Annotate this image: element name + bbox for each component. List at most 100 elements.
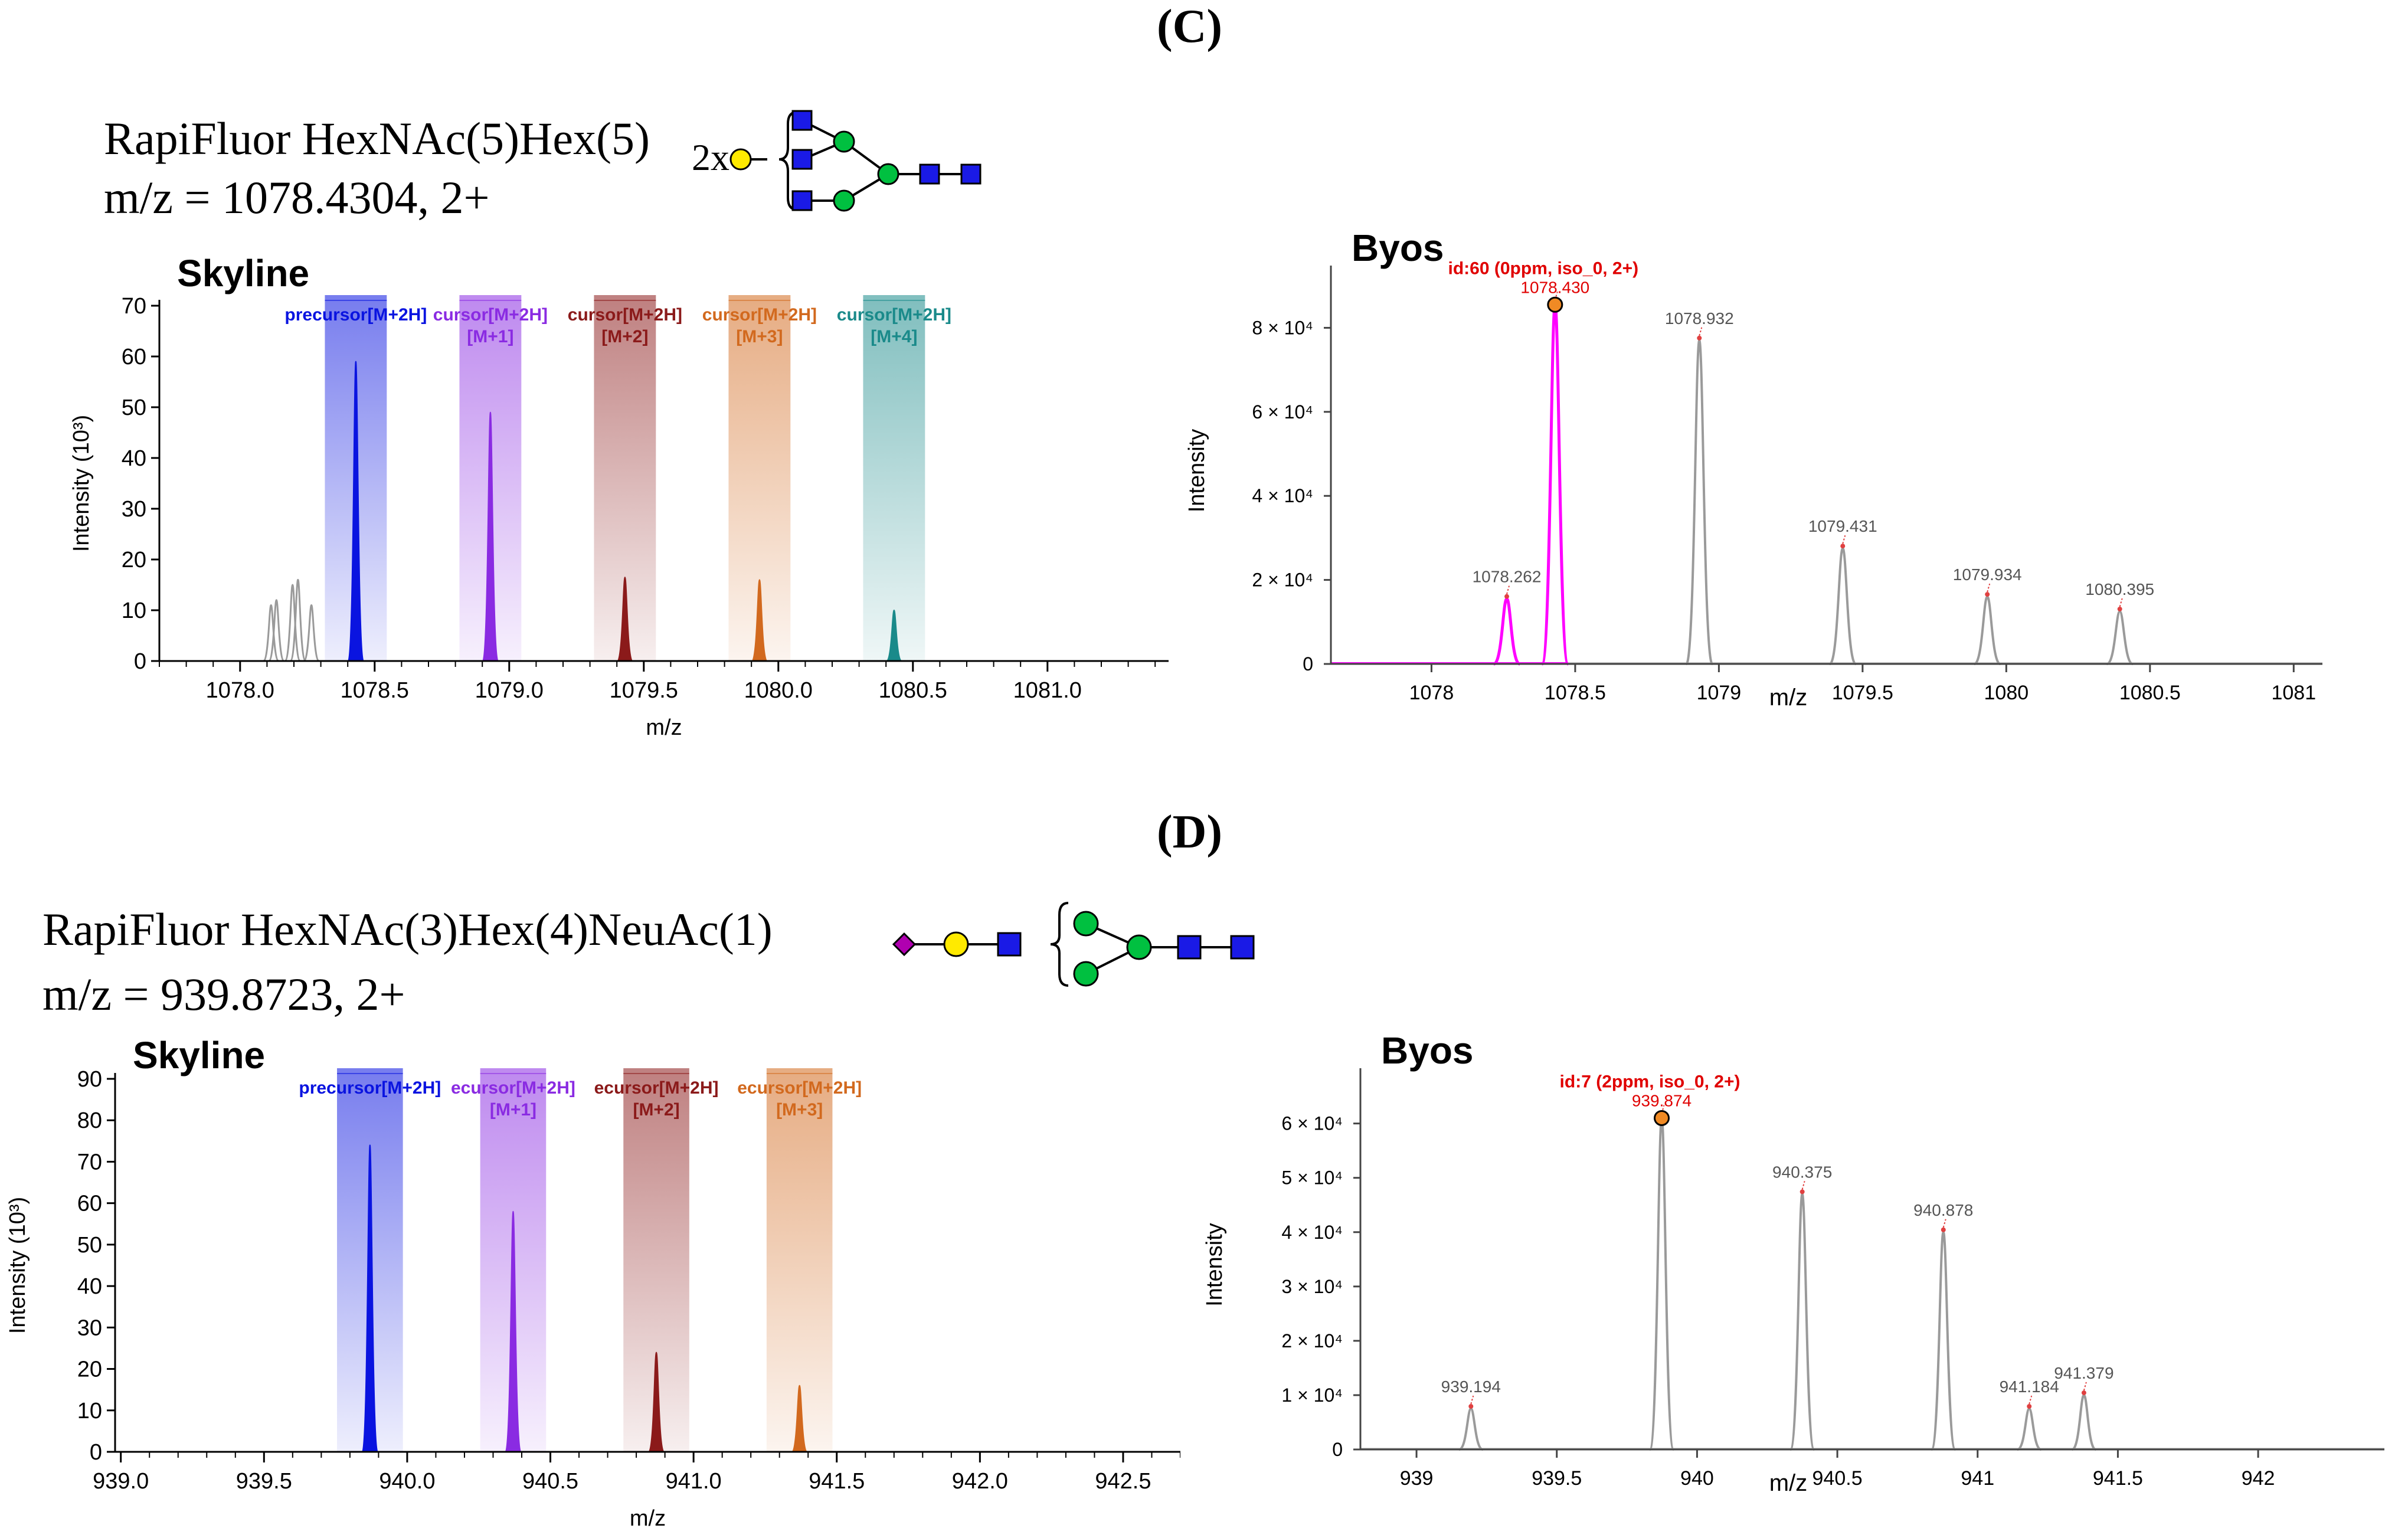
peak-label-leader (2119, 598, 2123, 607)
y-tick-label: 90 (77, 1067, 102, 1092)
isotope-window-cap (459, 295, 522, 301)
spectrum-peak (1930, 1231, 1956, 1451)
peak-label-leader (1801, 1181, 1805, 1190)
mannose-icon (1073, 911, 1099, 937)
spectrum-peak (1648, 1117, 1675, 1451)
isotope-window-sublabel: [M+2] (601, 327, 648, 346)
x-tick-label: 941.5 (809, 1469, 865, 1494)
y-tick-label: 4 × 10⁴ (1252, 485, 1313, 506)
peak-mz-label: 941.184 (2000, 1377, 2059, 1396)
x-tick-label: 941.5 (2093, 1467, 2143, 1490)
spectrum-peak (262, 604, 280, 662)
x-tick-label: 940.5 (522, 1469, 578, 1494)
spectrum-peak (2106, 610, 2134, 665)
glycan-c-links (741, 111, 971, 211)
spectrum-peak (751, 579, 768, 662)
y-tick-label: 50 (77, 1233, 102, 1258)
spectrum-peak (1974, 595, 2001, 665)
isotope-window-sublabel: [M+4] (871, 327, 917, 346)
y-tick-label: 70 (122, 294, 146, 319)
x-tick-label: 940 (1680, 1467, 1714, 1490)
peak-mz-label: 939.194 (1441, 1377, 1501, 1396)
isotope-window-label: precursor[M+2H] (284, 305, 427, 325)
monoisotopic-marker (1547, 296, 1563, 313)
peak-label-leader (1987, 583, 1991, 593)
spectrum-peak (1789, 1193, 1815, 1451)
isotope-window-cap (480, 1068, 547, 1074)
spectrum-peak (885, 609, 902, 662)
peak-mz-label: 1080.395 (2085, 580, 2154, 598)
monoisotopic-marker (1654, 1110, 1670, 1126)
x-tick-label: 941.0 (666, 1469, 722, 1494)
x-tick-label: 942.5 (1095, 1469, 1151, 1494)
chart-title: Skyline (133, 1034, 265, 1076)
spectrum-peak (505, 1210, 522, 1452)
peak-mz-label: 1078.932 (1665, 309, 1734, 328)
feature-id-label: id:60 (0ppm, iso_0, 2+) (1448, 258, 1639, 278)
y-tick-label: 0 (134, 649, 146, 674)
y-tick-label: 3 × 10⁴ (1281, 1276, 1343, 1297)
panel-d-mz-line: m/z = 939.8723, 2+ (42, 968, 405, 1020)
chart-title: Byos (1381, 1033, 1474, 1072)
panel-c-glycan-name: RapiFluor HexNAc(5)Hex(5) (104, 113, 650, 164)
glcnac-icon (791, 190, 813, 211)
y-tick-label: 4 × 10⁴ (1281, 1222, 1343, 1243)
y-axis-label: Intensity (10³) (5, 1197, 30, 1334)
x-axis-label: m/z (646, 715, 682, 740)
isotope-window-label: cursor[M+2H] (433, 305, 548, 325)
spectrum-peak (2071, 1393, 2096, 1451)
spectrum-peak (267, 599, 285, 662)
peak-mz-label: 941.379 (2054, 1364, 2113, 1382)
x-tick-label: 1079 (1697, 682, 1742, 704)
spectrum-peak (303, 604, 320, 662)
y-tick-label: 30 (77, 1316, 102, 1340)
y-tick-label: 80 (77, 1108, 102, 1133)
neuac-icon (892, 932, 917, 957)
y-tick-label: 10 (122, 598, 146, 623)
x-tick-label: 1080.0 (744, 678, 813, 703)
x-tick-label: 1081.0 (1013, 678, 1082, 703)
x-tick-label: 939.0 (93, 1469, 149, 1494)
isotope-window-sublabel: [M+2] (633, 1100, 679, 1120)
spectrum-peak (347, 361, 364, 662)
isotope-window-cap (728, 295, 791, 301)
peak-apex-dot (1941, 1227, 1946, 1232)
panel-c-label: (C) (1157, 1, 1223, 53)
x-tick-label: 1078.5 (341, 678, 409, 703)
spectrum-peak (284, 584, 302, 662)
peak-label-leader (1842, 535, 1846, 544)
y-tick-label: 2 × 10⁴ (1252, 570, 1313, 591)
isotope-window-cap (325, 295, 387, 301)
mannose-icon (1126, 934, 1152, 960)
y-tick-label: 70 (77, 1150, 102, 1174)
spectrum-peak (616, 577, 633, 662)
glcnac-icon (960, 163, 981, 185)
x-tick-label: 1080.5 (2119, 682, 2181, 704)
x-tick-label: 942.0 (952, 1469, 1008, 1494)
x-tick-label: 941 (1961, 1467, 1994, 1490)
x-tick-label: 942 (2242, 1467, 2275, 1490)
galactose-icon (729, 148, 752, 171)
y-tick-label: 60 (122, 345, 146, 369)
peak-mz-label: 1079.934 (1953, 565, 2022, 584)
peak-label-leader (1506, 585, 1510, 594)
glcnac-icon (997, 932, 1022, 957)
x-tick-label: 1078.0 (206, 678, 274, 703)
peak-apex-dot (1800, 1189, 1805, 1195)
y-tick-label: 0 (90, 1440, 102, 1465)
chart-title: Skyline (177, 252, 309, 294)
spectrum-peak (791, 1385, 808, 1452)
y-tick-label: 1 × 10⁴ (1281, 1385, 1343, 1406)
isotope-window-sublabel: [M+3] (736, 327, 783, 346)
isotope-window-cap (623, 1068, 689, 1074)
feature-id-label: id:7 (2ppm, iso_0, 2+) (1560, 1072, 1740, 1091)
y-tick-label: 0 (1303, 653, 1313, 675)
isotope-window-label: cursor[M+2H] (702, 305, 817, 325)
x-tick-label: 939.5 (1532, 1467, 1582, 1490)
x-tick-label: 1078.5 (1545, 682, 1606, 704)
y-tick-label: 40 (77, 1274, 102, 1299)
panel-d-glycan-name: RapiFluor HexNAc(3)Hex(4)NeuAc(1) (42, 904, 773, 955)
skyline-chart-c: Skyline precursor[M+2H] cursor[M+2H] [M+1] c… (69, 252, 1169, 740)
peak-apex-dot (1504, 594, 1510, 599)
glcnac-icon (1230, 935, 1255, 960)
